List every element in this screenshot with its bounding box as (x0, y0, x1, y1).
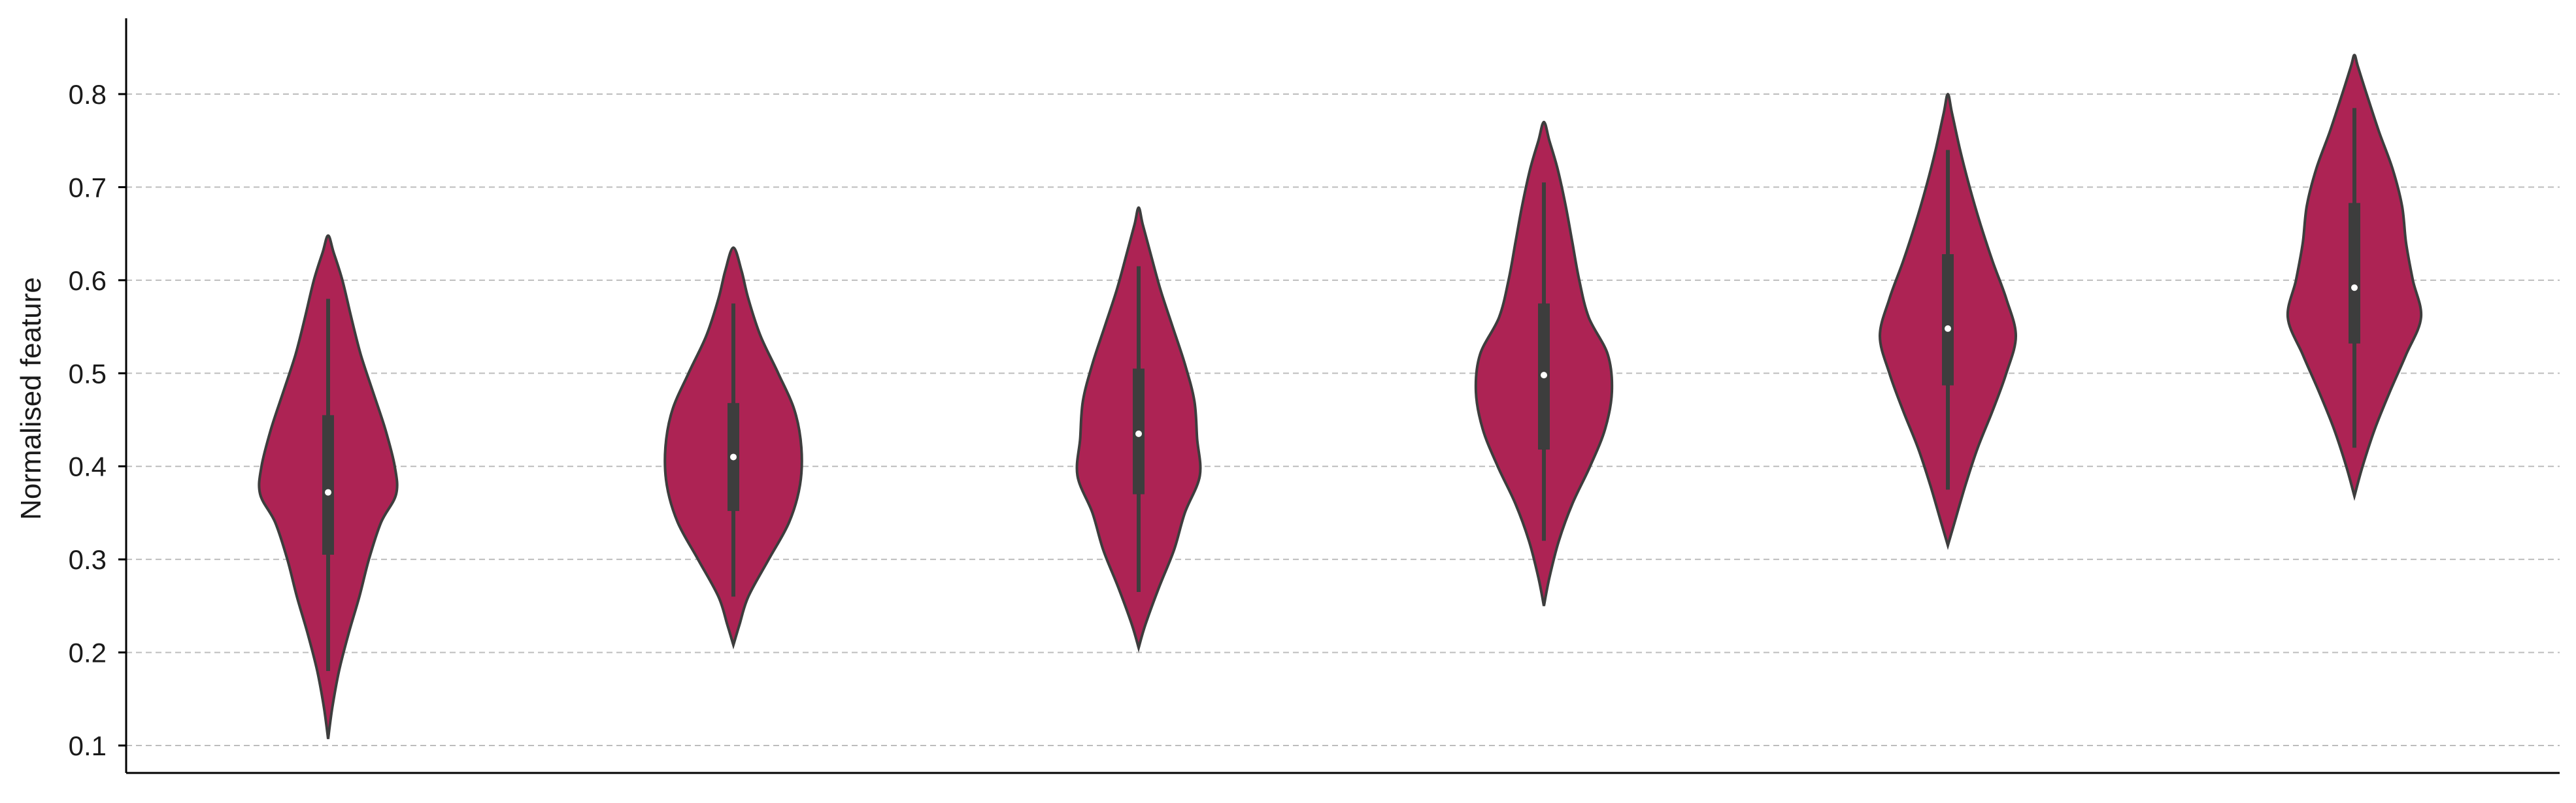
violin-median (325, 489, 331, 496)
violins (258, 54, 2423, 740)
violin-6 (2286, 54, 2423, 501)
violin-median (2351, 284, 2358, 291)
violin-2 (663, 246, 803, 650)
violin-1 (258, 234, 399, 740)
violin-4 (1474, 120, 1614, 606)
axes (125, 18, 2560, 774)
y-tick-label: 0.1 (69, 730, 107, 761)
violin-iqr-box (322, 415, 334, 555)
violin-median (730, 453, 737, 461)
violin-iqr-box (2349, 203, 2360, 344)
y-tick-label: 0.3 (69, 544, 107, 575)
y-tick-label: 0.2 (69, 638, 107, 668)
violin-5 (1878, 92, 2018, 551)
violin-iqr-box (1942, 254, 1954, 385)
y-tick-label: 0.8 (69, 79, 107, 110)
y-tick-label: 0.5 (69, 358, 107, 389)
violin-median (1135, 430, 1142, 437)
violin-3 (1075, 206, 1202, 653)
gridlines (126, 93, 2560, 746)
y-tick-label: 0.6 (69, 265, 107, 296)
violin-median (1541, 372, 1547, 379)
y-tick-label: 0.7 (69, 172, 107, 203)
violin-median (1945, 325, 1951, 332)
y-axis-label: Normalised feature (15, 277, 47, 520)
y-ticks: 0.1 0.2 0.3 0.4 0.5 0.6 0.7 0.8 (69, 79, 126, 761)
y-tick-label: 0.4 (69, 451, 107, 482)
